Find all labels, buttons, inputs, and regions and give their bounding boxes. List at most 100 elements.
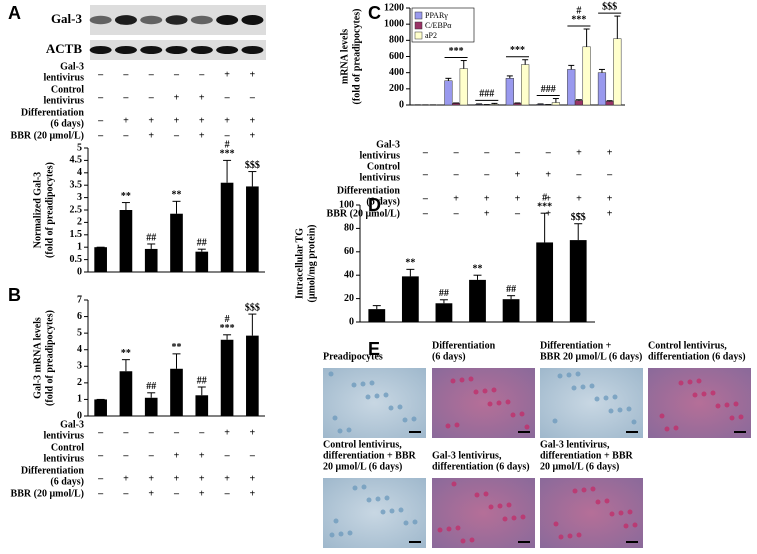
bar xyxy=(502,299,520,322)
cell xyxy=(632,522,638,528)
cell xyxy=(581,487,587,493)
condition-sign: – xyxy=(97,427,104,438)
cell xyxy=(580,384,586,390)
cell xyxy=(369,380,375,386)
condition-sign: – xyxy=(122,92,129,103)
cell xyxy=(566,372,572,378)
condition-sign: + xyxy=(484,193,490,204)
y-tick-label: 1.5 xyxy=(70,229,83,240)
y-tick-label: 4.5 xyxy=(70,155,83,166)
condition-label: (6 days) xyxy=(50,118,84,129)
condition-sign: + xyxy=(199,115,205,126)
significance: ## xyxy=(506,284,516,295)
blot-band xyxy=(241,15,264,25)
legend-swatch xyxy=(414,21,423,30)
condition-sign: – xyxy=(97,450,104,461)
panel-letter: C xyxy=(368,3,381,23)
condition-sign: + xyxy=(250,488,256,499)
blot-band xyxy=(165,46,188,54)
cell xyxy=(576,532,582,538)
condition-sign: – xyxy=(422,208,429,219)
cell xyxy=(365,394,371,400)
cell xyxy=(338,531,344,537)
image-caption: Control lentivirus, xyxy=(323,439,402,450)
bar xyxy=(597,72,607,106)
condition-sign: – xyxy=(97,92,104,103)
image-caption: differentiation (6 days) xyxy=(432,461,530,472)
y-axis-label: (μmol/mg protein) xyxy=(306,225,317,303)
cell xyxy=(571,385,577,391)
condition-sign: + xyxy=(123,115,129,126)
image-caption: Gal-3 lentivirus, xyxy=(540,439,610,450)
cell xyxy=(446,526,452,532)
bar xyxy=(220,339,234,416)
condition-sign: – xyxy=(453,208,460,219)
cell xyxy=(589,383,595,389)
cell xyxy=(502,516,508,522)
condition-sign: + xyxy=(545,208,551,219)
condition-sign: – xyxy=(97,473,104,484)
condition-sign: – xyxy=(483,147,490,158)
y-axis-label: mRNA levels xyxy=(339,29,350,84)
y-axis-label: Normalized Gal-3 xyxy=(32,172,43,248)
y-tick-label: 20 xyxy=(344,293,354,304)
condition-sign: – xyxy=(148,427,155,438)
cell xyxy=(524,424,530,430)
condition-sign: + xyxy=(250,427,256,438)
blot-band xyxy=(216,15,239,25)
panel-letter: B xyxy=(8,285,21,305)
condition-sign: – xyxy=(97,488,104,499)
condition-sign: + xyxy=(174,473,180,484)
cell xyxy=(491,387,497,393)
significance: ## xyxy=(197,375,207,386)
image-caption: Preadipocytes xyxy=(323,351,383,362)
micrograph xyxy=(323,368,426,438)
cell xyxy=(454,422,460,428)
condition-sign: – xyxy=(422,169,429,180)
condition-sign: – xyxy=(148,450,155,461)
cell xyxy=(333,518,339,524)
cell xyxy=(411,416,417,422)
condition-sign: + xyxy=(148,130,154,141)
significance: ### xyxy=(479,89,494,100)
condition-sign: + xyxy=(224,473,230,484)
condition-sign: + xyxy=(250,69,256,80)
bar xyxy=(567,69,576,106)
cell xyxy=(360,381,366,387)
micrograph xyxy=(323,478,426,548)
cell xyxy=(383,392,389,398)
bar xyxy=(246,186,259,272)
bar xyxy=(582,46,591,106)
condition-sign: – xyxy=(453,169,460,180)
blot-band xyxy=(114,15,137,25)
significance: *** xyxy=(449,46,464,57)
condition-sign: – xyxy=(249,92,256,103)
significance: # xyxy=(225,314,230,325)
y-tick-label: 1000 xyxy=(384,18,404,29)
image-caption: 20 μmol/L (6 days) xyxy=(323,461,402,472)
y-axis-label: Gal-3 mRNA levels xyxy=(32,317,43,399)
cell xyxy=(352,485,358,491)
significance: ** xyxy=(405,258,415,269)
bar xyxy=(569,240,587,322)
bar xyxy=(435,303,453,322)
cell xyxy=(557,373,563,379)
bar xyxy=(459,68,468,106)
cell xyxy=(664,426,670,432)
condition-sign: – xyxy=(198,427,205,438)
condition-sign: – xyxy=(97,115,104,126)
cell xyxy=(397,404,403,410)
cell xyxy=(572,488,578,494)
condition-sign: – xyxy=(224,130,231,141)
condition-sign: – xyxy=(122,427,129,438)
cell xyxy=(375,496,381,502)
condition-sign: – xyxy=(422,147,429,158)
condition-label: lentivirus xyxy=(43,430,84,441)
y-axis-label: (fold of preadipocytes) xyxy=(351,9,362,105)
bar xyxy=(94,399,107,416)
condition-sign: + xyxy=(123,473,129,484)
cell xyxy=(361,484,367,490)
micrograph xyxy=(432,478,535,548)
legend-label: C/EBPα xyxy=(425,21,452,30)
